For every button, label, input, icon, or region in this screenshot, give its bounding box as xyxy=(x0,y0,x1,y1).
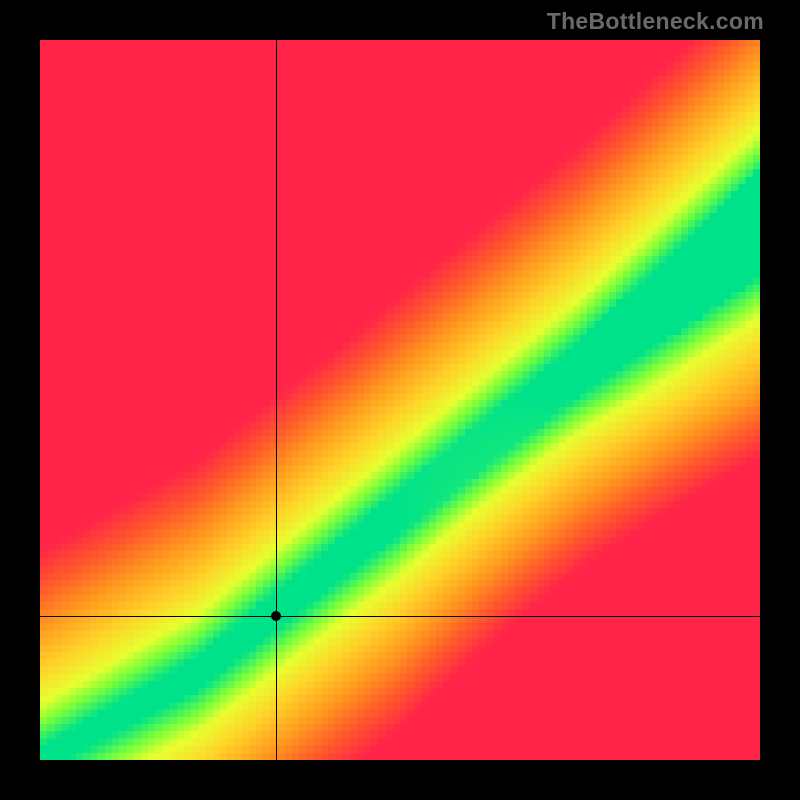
heatmap-plot xyxy=(40,40,760,760)
chart-frame: TheBottleneck.com xyxy=(0,0,800,800)
heatmap-canvas xyxy=(40,40,760,760)
crosshair-horizontal xyxy=(40,616,760,617)
crosshair-vertical xyxy=(276,40,277,760)
watermark-text: TheBottleneck.com xyxy=(547,8,764,35)
